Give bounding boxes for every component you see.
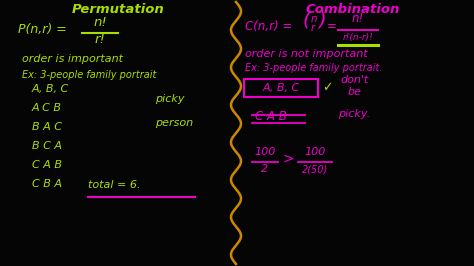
- Text: B A C: B A C: [32, 122, 62, 132]
- Text: r!(n-r)!: r!(n-r)!: [343, 33, 374, 42]
- Text: person: person: [155, 118, 193, 128]
- Text: order is not important: order is not important: [245, 49, 368, 59]
- Text: C B A: C B A: [32, 179, 62, 189]
- Text: 100: 100: [304, 147, 326, 157]
- Text: A C B: A C B: [32, 103, 62, 113]
- Text: n!: n!: [93, 16, 107, 29]
- Text: n: n: [311, 14, 318, 24]
- Text: order is important: order is important: [22, 54, 123, 64]
- Text: 100: 100: [255, 147, 276, 157]
- Text: picky.: picky.: [338, 109, 370, 119]
- Text: picky: picky: [155, 94, 184, 103]
- Text: 2: 2: [262, 164, 269, 174]
- Text: =: =: [327, 20, 337, 33]
- Text: be: be: [348, 87, 362, 97]
- Text: ): ): [318, 10, 326, 29]
- Text: (: (: [303, 10, 310, 29]
- Text: C(n,r) =: C(n,r) =: [245, 20, 292, 33]
- Text: C A B: C A B: [32, 160, 62, 170]
- Text: ✓: ✓: [322, 81, 332, 94]
- Text: A, B, C: A, B, C: [32, 84, 69, 94]
- Text: C A B: C A B: [255, 110, 287, 123]
- Text: Combination: Combination: [306, 3, 400, 16]
- Text: 2(50): 2(50): [302, 164, 328, 174]
- Text: r: r: [311, 23, 315, 33]
- Text: Permutation: Permutation: [72, 3, 164, 16]
- Text: n!: n!: [352, 12, 364, 25]
- Text: total = 6.: total = 6.: [88, 180, 140, 190]
- Text: P(n,r) =: P(n,r) =: [18, 23, 67, 36]
- Text: r!: r!: [94, 33, 105, 46]
- Text: B C A: B C A: [32, 141, 62, 151]
- Text: A, B, C: A, B, C: [263, 83, 300, 93]
- Text: Ex: 3-people family portrait: Ex: 3-people family portrait: [22, 70, 156, 80]
- Text: Ex: 3-people family portrait.: Ex: 3-people family portrait.: [245, 63, 383, 73]
- Text: don't: don't: [340, 75, 368, 85]
- Text: >: >: [283, 152, 295, 166]
